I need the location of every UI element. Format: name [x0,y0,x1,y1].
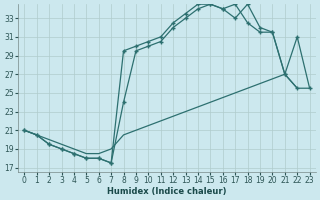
X-axis label: Humidex (Indice chaleur): Humidex (Indice chaleur) [107,187,227,196]
